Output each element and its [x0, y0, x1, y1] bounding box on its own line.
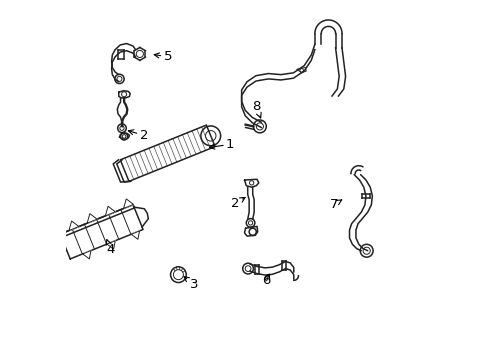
Polygon shape	[123, 199, 133, 208]
Text: 5: 5	[154, 50, 172, 63]
Polygon shape	[87, 213, 97, 223]
Polygon shape	[131, 231, 139, 239]
Text: 2: 2	[231, 197, 244, 210]
Text: 2: 2	[128, 129, 148, 142]
Text: 4: 4	[106, 240, 115, 256]
Text: 1: 1	[209, 138, 234, 151]
Text: 7: 7	[329, 198, 341, 211]
Text: 8: 8	[252, 100, 261, 118]
Polygon shape	[107, 241, 115, 249]
Text: 3: 3	[183, 276, 198, 291]
Text: 6: 6	[262, 274, 270, 287]
Polygon shape	[105, 206, 115, 216]
Polygon shape	[82, 251, 91, 259]
Polygon shape	[69, 221, 79, 230]
